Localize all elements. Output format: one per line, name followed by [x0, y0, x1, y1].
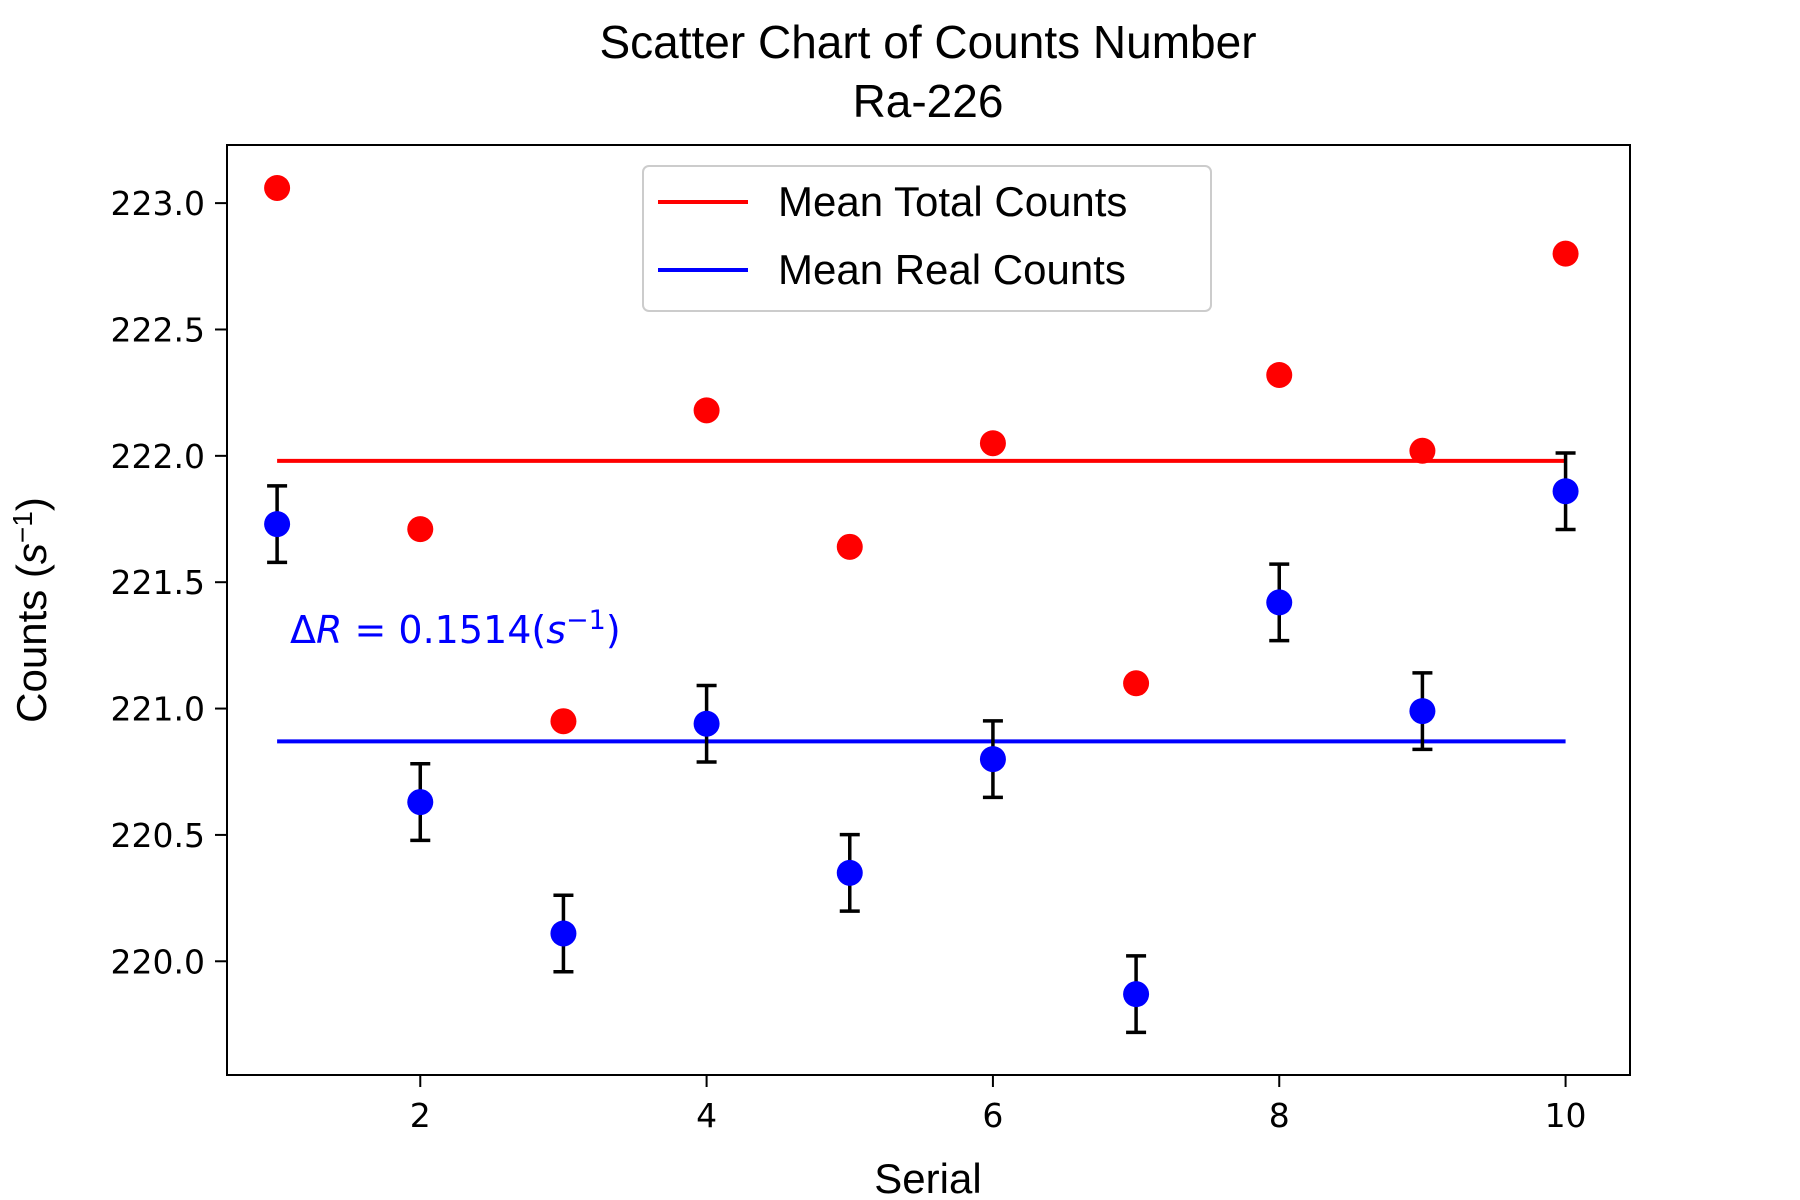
legend-label-mean-total: Mean Total Counts: [778, 178, 1127, 225]
total-counts-point: [550, 708, 577, 735]
y-tick-label: 222.0: [111, 437, 205, 476]
total-counts-point: [1123, 670, 1150, 697]
y-axis-label: Counts (s−1): [7, 497, 55, 723]
x-axis-label: Serial: [874, 1155, 981, 1200]
real-counts-point: [1552, 478, 1579, 505]
y-tick-label: 221.5: [111, 563, 205, 602]
y-axis-label-unit: s: [8, 543, 55, 564]
total-counts-point: [1552, 240, 1579, 267]
data-points: [264, 174, 1579, 1008]
x-tick-label: 8: [1269, 1096, 1290, 1135]
mean-lines: [277, 458, 1566, 744]
annotation-close: ): [606, 608, 621, 652]
y-axis-label-close: ): [8, 497, 55, 511]
real-counts-point: [550, 920, 577, 947]
annotation-exponent: −1: [566, 605, 606, 636]
total-counts-point: [979, 430, 1006, 457]
total-counts-point: [1266, 361, 1293, 388]
real-counts-point: [979, 746, 1006, 773]
chart-subtitle: Ra-226: [853, 75, 1004, 127]
x-tick-label: 6: [982, 1096, 1003, 1135]
legend-box: [642, 165, 1212, 312]
total-counts-point: [1409, 437, 1436, 464]
real-counts-point: [1123, 981, 1150, 1008]
annotation-delta: Δ: [290, 608, 316, 652]
y-tick-label: 222.5: [111, 310, 205, 349]
x-tick-label: 4: [696, 1096, 717, 1135]
real-counts-point: [836, 859, 863, 886]
total-counts-point: [407, 516, 434, 543]
plot-area: [226, 144, 1631, 1076]
axis-ticks: 2 4 6 8 10 220.0 220.5 221.0 221.5 222.0 222.5 223.…: [111, 184, 1587, 1135]
total-counts-point: [693, 397, 720, 424]
x-tick-label: 10: [1545, 1096, 1587, 1135]
real-counts-point: [1409, 698, 1436, 725]
real-counts-point: [264, 511, 291, 538]
delta-r-annotation: ΔR = 0.1514(s−1): [290, 605, 621, 652]
annotation-eq: = 0.1514(: [342, 608, 546, 652]
legend-label-mean-real: Mean Real Counts: [778, 246, 1126, 293]
chart-title: Scatter Chart of Counts Number: [599, 16, 1256, 68]
annotation-var: R: [316, 608, 342, 652]
y-axis-label-text: Counts (: [8, 564, 55, 723]
legend: Mean Total Counts Mean Real Counts: [642, 165, 1212, 312]
y-tick-label: 220.0: [111, 942, 205, 981]
y-tick-label: 221.0: [111, 690, 205, 729]
x-tick-label: 2: [410, 1096, 431, 1135]
y-axis-label-exponent: −1: [7, 511, 38, 543]
real-counts-point: [407, 789, 434, 816]
total-counts-point: [264, 174, 291, 201]
y-tick-label: 223.0: [111, 184, 205, 223]
annotation-unit: s: [546, 608, 566, 652]
y-tick-label: 220.5: [111, 816, 205, 855]
real-counts-point: [1266, 589, 1293, 616]
real-counts-point: [693, 710, 720, 737]
total-counts-point: [836, 533, 863, 560]
